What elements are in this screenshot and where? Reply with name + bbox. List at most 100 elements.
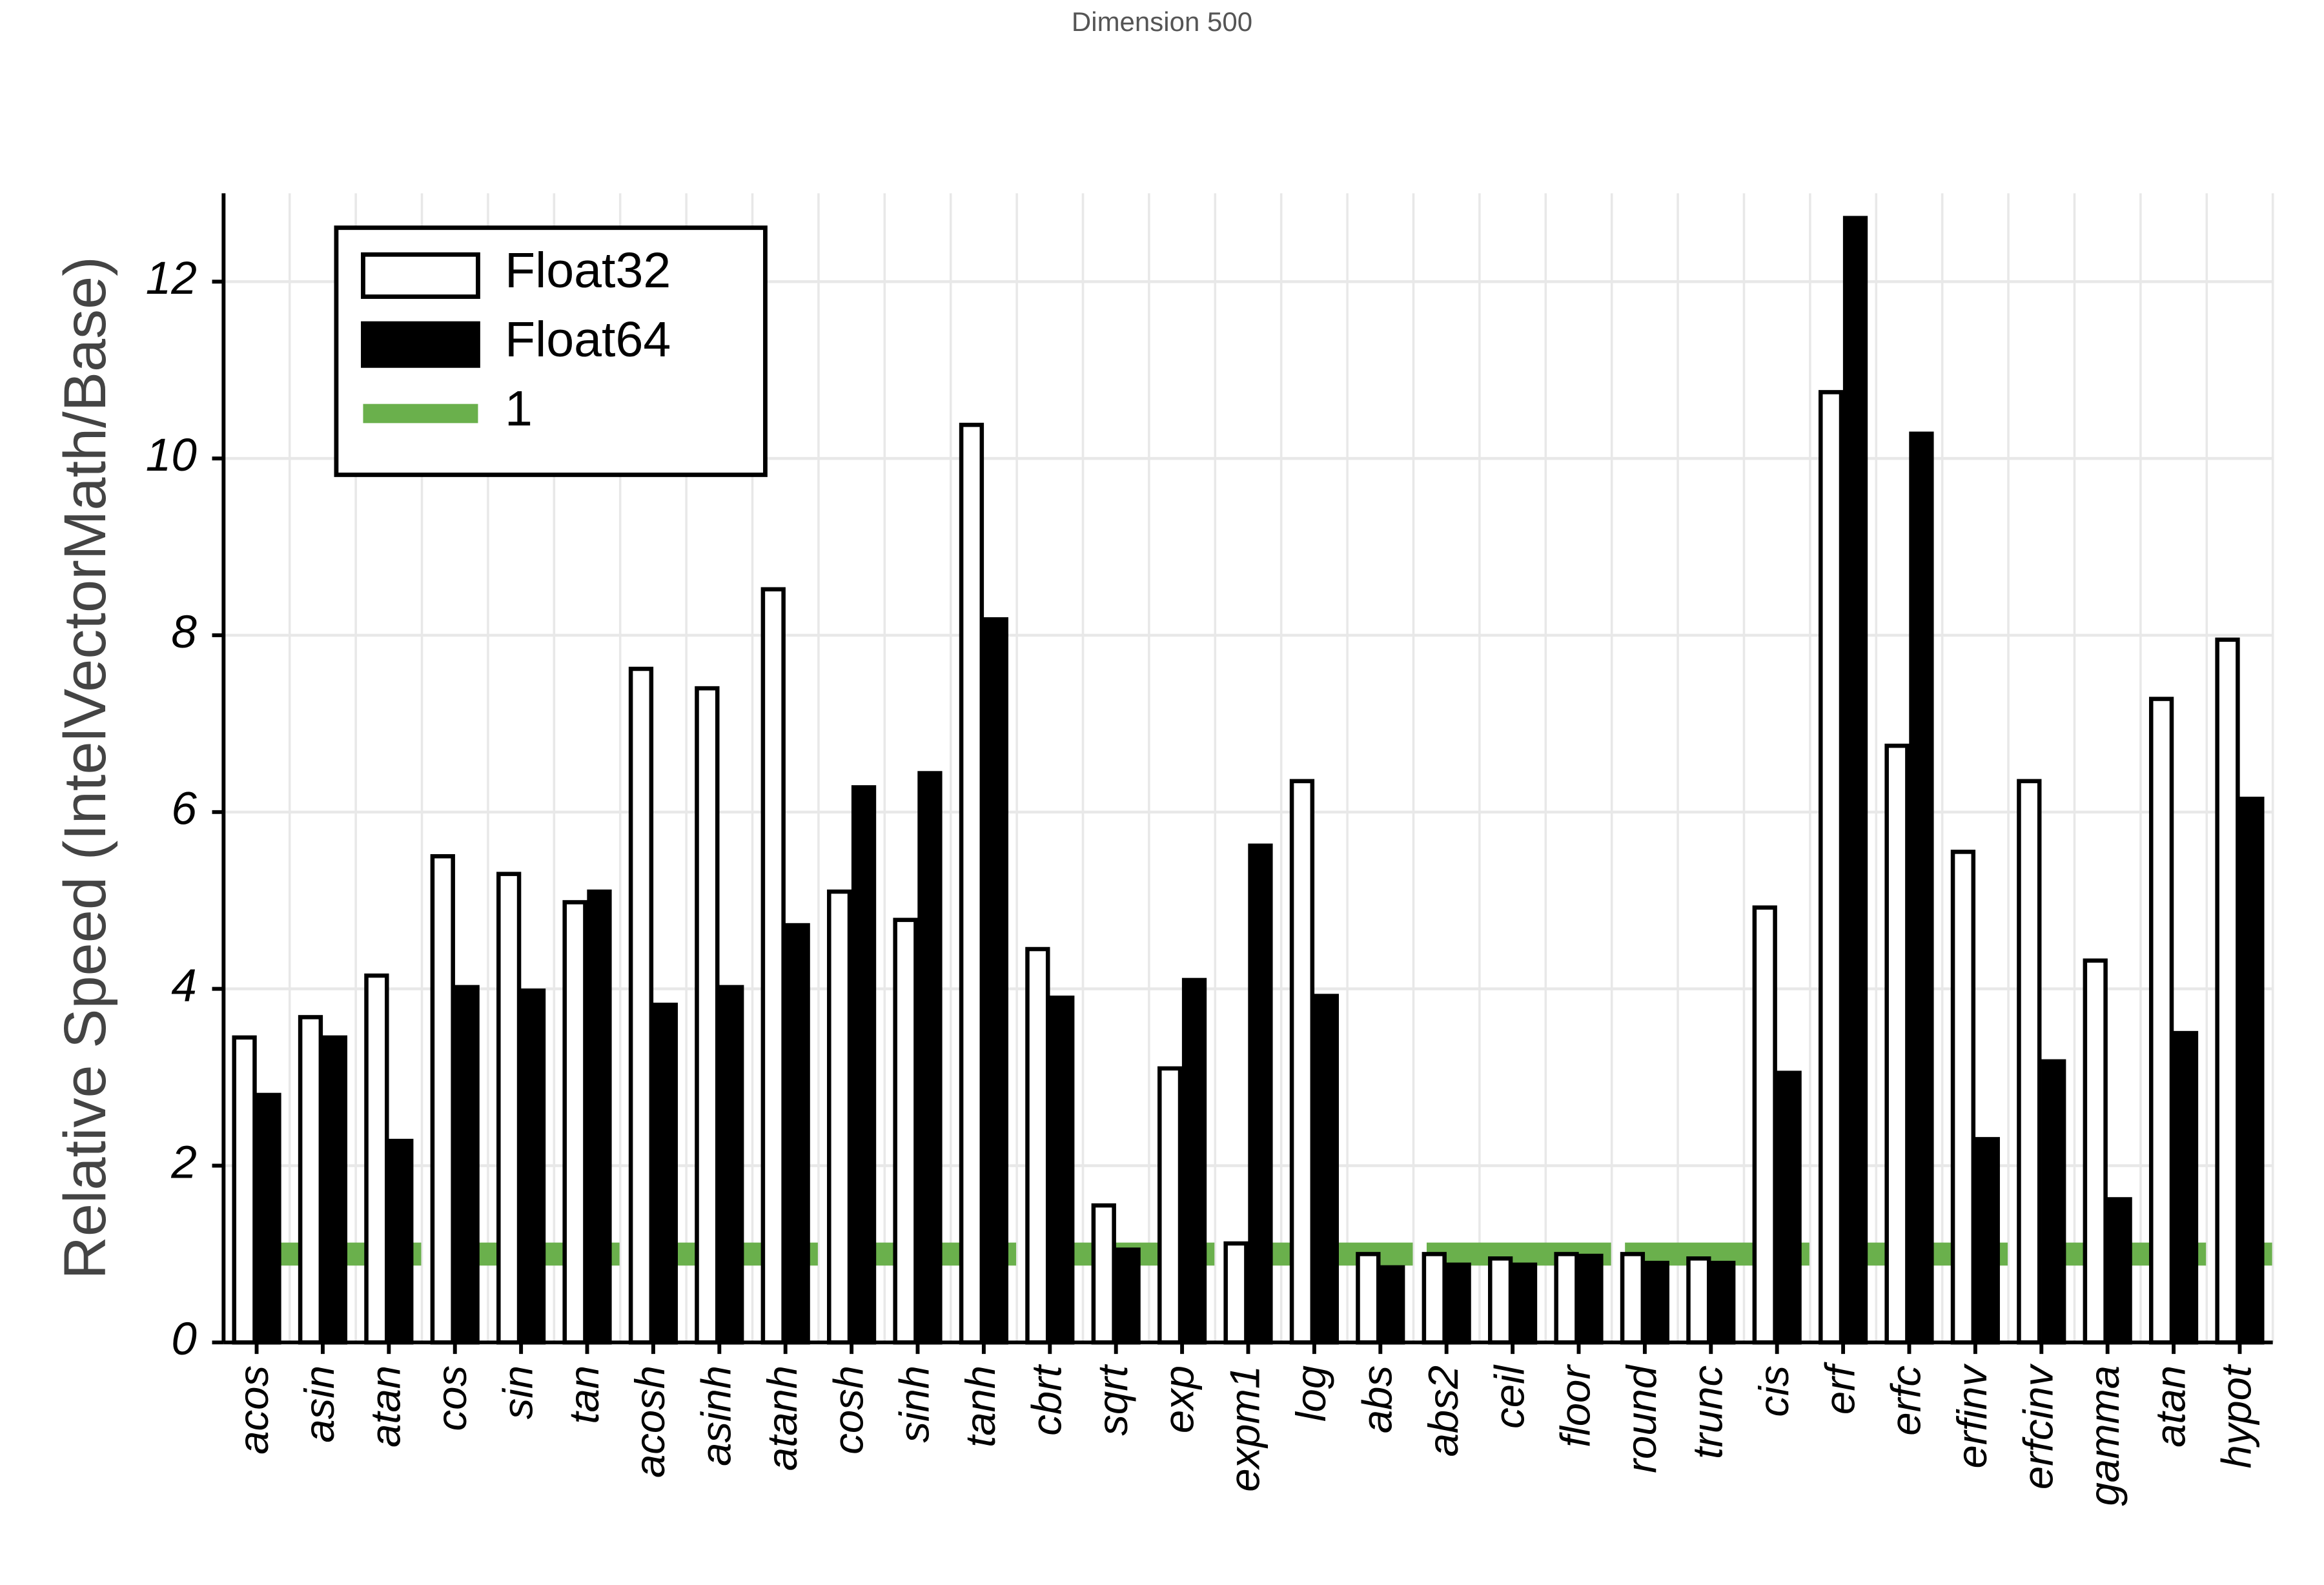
y-tick-label: 2 [170,1137,197,1188]
legend: Float32Float641 [336,228,766,475]
bar-float64 [986,619,1006,1342]
bar-float32 [1622,1254,1643,1342]
x-tick-label-group: abs [1354,1365,1401,1433]
x-tick-label-group: hypot [2213,1364,2260,1468]
bar-float32 [367,976,387,1342]
bar-float32 [1490,1258,1511,1342]
bar-float32 [1424,1254,1445,1342]
x-tick-label-group: tan [560,1365,607,1424]
bar-float64 [1449,1265,1469,1342]
bar-float64 [1118,1250,1139,1343]
x-tick-label: ceil [1485,1364,1533,1428]
bar-float32 [300,1017,321,1342]
x-tick-label: acosh [626,1365,673,1478]
x-tick-label: trunc [1684,1365,1731,1459]
x-tick-label: expm1 [1221,1365,1269,1492]
bar-float64 [2242,799,2263,1342]
legend-swatch [363,254,478,296]
x-tick-label: hypot [2213,1364,2260,1468]
x-tick-label: erfc [1882,1365,1930,1436]
x-tick-label-group: cos [428,1365,475,1431]
bar-float64 [1052,997,1072,1342]
legend-line-swatch [363,404,478,424]
x-tick-label: cos [428,1365,475,1431]
bar-float32 [697,688,718,1342]
bar-float32 [895,920,916,1342]
x-tick-label: cis [1750,1365,1797,1417]
legend-swatch [363,323,478,365]
x-tick-label: atan [362,1365,409,1447]
bar-float64 [2110,1200,2130,1343]
bar-float32 [1159,1069,1180,1342]
x-tick-label-group: erf [1816,1362,1863,1415]
bar-float64 [721,987,742,1342]
bar-float64 [523,990,544,1342]
bar-float64 [1382,1267,1403,1342]
bar-float32 [1887,746,1908,1342]
x-tick-label-group: sinh [891,1365,938,1443]
bar-float32 [1094,1205,1114,1342]
y-axis-label: Relative Speed (IntelVectorMath/Base) [52,256,118,1280]
bar-chart: 024681012acosasinatancossintanacoshasinh… [13,40,2311,1572]
bar-float32 [498,874,519,1343]
x-tick-label: atanh [759,1365,806,1471]
x-tick-label-group: trunc [1684,1365,1731,1459]
bar-float64 [259,1095,280,1342]
x-tick-label: erfcinv [2015,1364,2062,1490]
x-tick-label: round [1618,1364,1665,1473]
x-tick-label: abs [1354,1365,1401,1433]
y-axis-label-group: Relative Speed (IntelVectorMath/Base) [52,256,118,1280]
x-tick-label-group: sin [494,1365,541,1419]
bar-float32 [2019,781,2039,1342]
x-tick-label: cbrt [1023,1364,1070,1436]
x-tick-label: log [1287,1365,1334,1422]
x-tick-label-group: round [1618,1364,1665,1473]
chart-container: Dimension 500 024681012acosasinatancossi… [0,0,2324,1585]
bar-float32 [1027,949,1048,1342]
x-tick-label-group: asinh [693,1365,740,1466]
x-tick-label-group: floor [1552,1364,1599,1447]
chart-title: Dimension 500 [13,6,2311,37]
bar-float32 [631,669,651,1342]
bar-float64 [1845,218,1866,1343]
bar-float64 [457,987,478,1342]
bar-float32 [1953,852,1973,1342]
bar-float32 [1556,1254,1577,1342]
x-tick-label-group: erfcinv [2015,1364,2062,1490]
x-tick-label-group: gamma [2081,1365,2128,1506]
bar-float32 [1358,1254,1378,1342]
x-tick-label: tanh [957,1365,1004,1447]
x-tick-label: gamma [2081,1365,2128,1506]
bar-float64 [325,1038,345,1342]
bar-float64 [1316,996,1337,1343]
y-tick-label: 10 [146,430,197,481]
x-tick-label: sqrt [1089,1364,1136,1436]
x-tick-label-group: ceil [1485,1364,1533,1428]
x-tick-label-group: cis [1750,1365,1797,1417]
x-tick-label: tan [560,1365,607,1424]
bar-float64 [655,1005,676,1342]
bar-float32 [565,902,586,1342]
bar-float64 [1581,1256,1602,1342]
bar-float32 [763,589,784,1343]
bar-float32 [234,1038,255,1342]
bar-float32 [829,892,850,1342]
bar-float64 [1911,434,1932,1343]
x-tick-label-group: erfinv [1948,1364,1995,1469]
x-tick-label: asin [296,1365,343,1443]
x-tick-label: cosh [824,1365,872,1455]
legend-label: Float64 [505,312,671,367]
x-tick-label-group: asin [296,1365,343,1443]
x-tick-label-group: atan [2146,1365,2194,1447]
legend-label: Float32 [505,243,671,298]
x-tick-label-group: atan [362,1365,409,1447]
bar-float64 [2176,1033,2196,1342]
bar-float32 [1755,908,1775,1343]
bar-float64 [788,925,808,1342]
bar-float64 [1514,1265,1535,1342]
bar-float32 [1688,1258,1709,1342]
x-tick-label-group: cosh [824,1365,872,1455]
bar-float64 [920,773,941,1343]
x-tick-label-group: atanh [759,1365,806,1471]
y-tick-label: 6 [171,784,197,835]
